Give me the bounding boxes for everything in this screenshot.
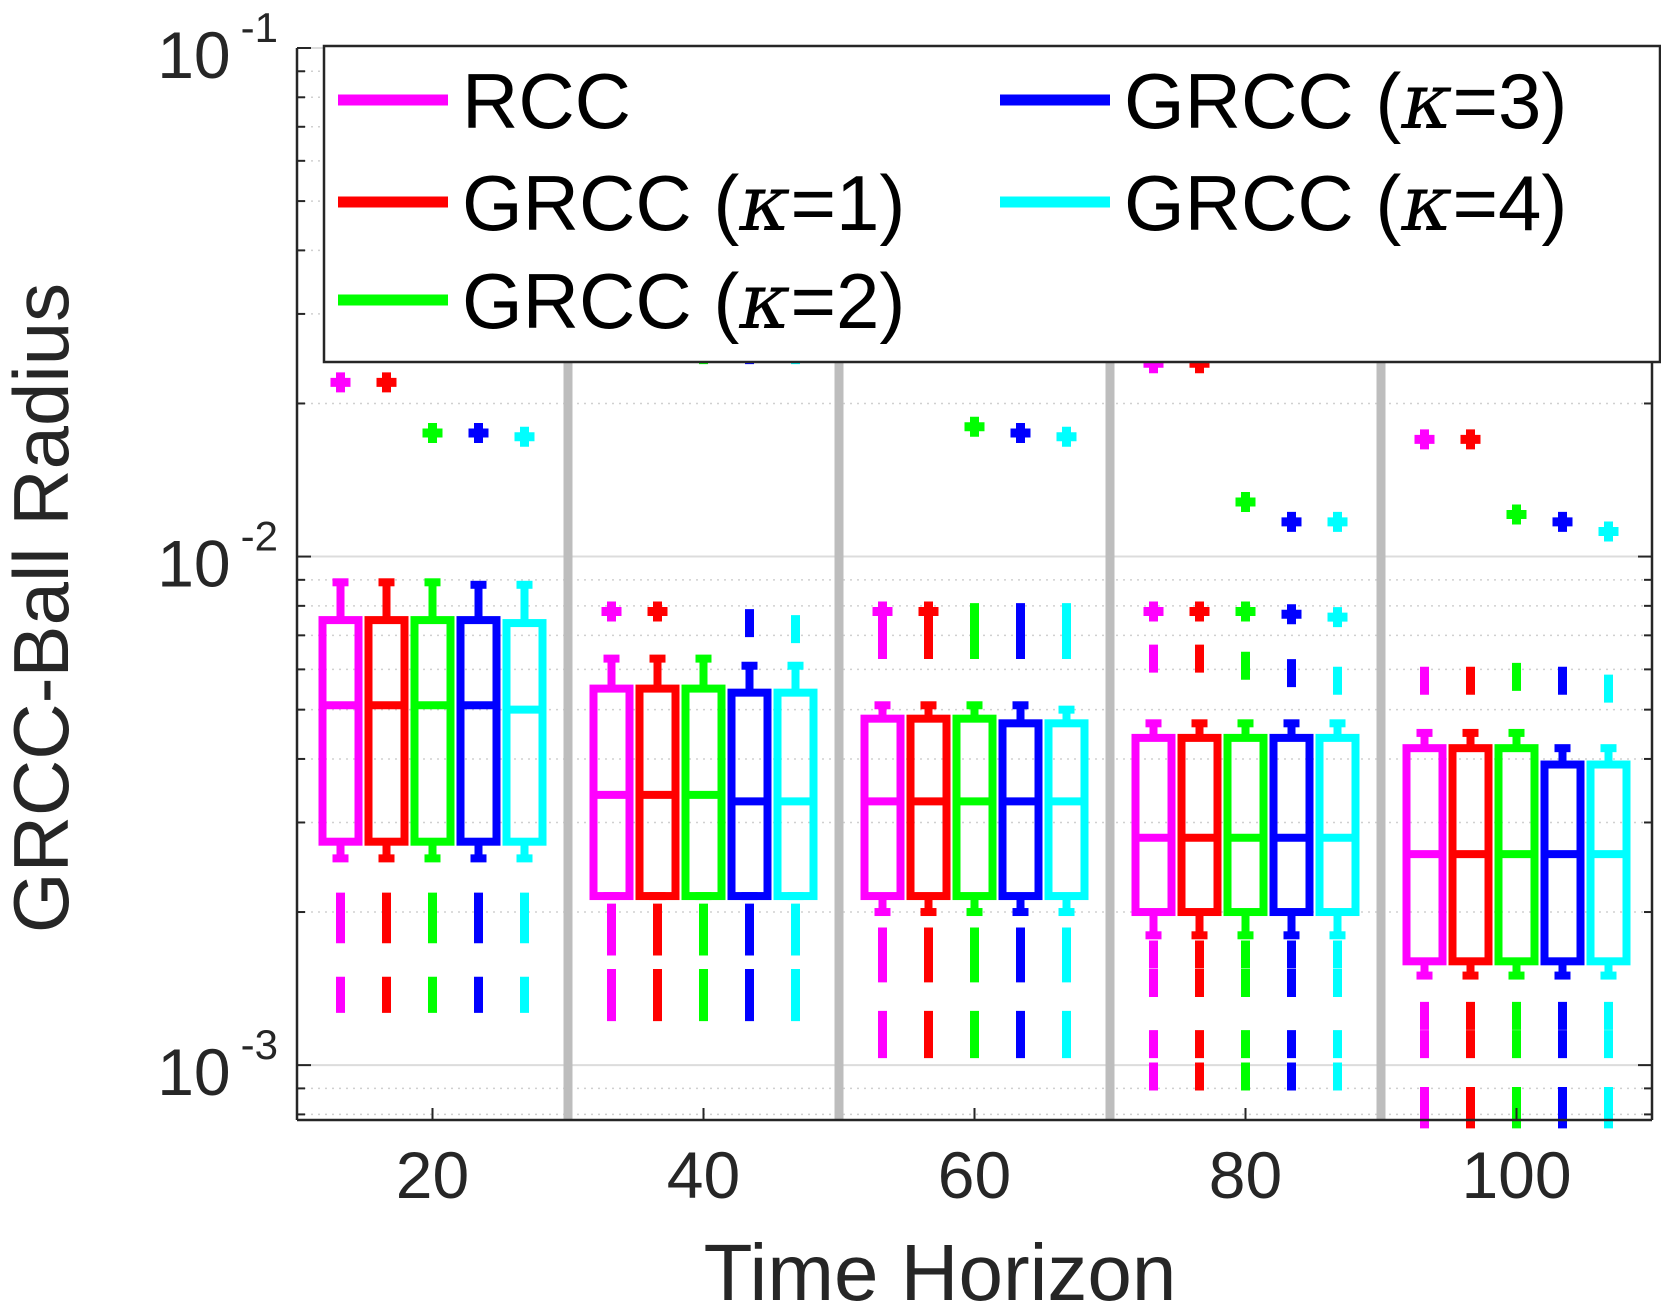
legend-item-2: GRCC (κ=2) — [338, 257, 905, 347]
box — [502, 619, 547, 846]
outlier-marker — [1460, 429, 1481, 450]
x-tick-labels: 20 40 60 80 100 — [396, 1138, 1572, 1212]
box — [410, 616, 455, 846]
outlier-marker — [422, 422, 443, 443]
box — [1223, 733, 1268, 917]
box — [998, 719, 1043, 901]
box — [773, 688, 818, 901]
outlier-marker — [376, 372, 397, 393]
x-tick-label: 100 — [1461, 1138, 1571, 1212]
box — [318, 616, 363, 846]
outlier-marker — [514, 426, 535, 447]
outlier-marker — [1506, 504, 1527, 525]
legend-label: GRCC (κ=4) — [1124, 159, 1567, 249]
y-axis-label: GRCC-Ball Radius — [0, 283, 85, 933]
x-axis-label: Time Horizon — [704, 1228, 1177, 1311]
y-tick-label: 10 -1 — [157, 4, 278, 92]
outlier-marker — [964, 416, 985, 437]
axes-frame — [295, 47, 1654, 1122]
outlier-marker — [1235, 601, 1256, 622]
box — [952, 714, 997, 901]
legend-item-3: GRCC (κ=3) — [1000, 57, 1567, 147]
box — [1540, 760, 1585, 966]
box — [456, 616, 501, 846]
outlier-marker — [1552, 511, 1573, 532]
legend-label: GRCC (κ=3) — [1124, 57, 1567, 147]
outlier-marker — [1327, 511, 1348, 532]
outlier-marker — [1281, 604, 1302, 625]
outlier-marker — [1281, 511, 1302, 532]
outlier-marker — [330, 372, 351, 393]
box — [727, 688, 772, 901]
box — [1177, 733, 1222, 917]
box — [1315, 733, 1360, 917]
outlier-marker — [1010, 422, 1031, 443]
series-0 — [318, 353, 1447, 1129]
outlier-marker — [1235, 492, 1256, 513]
outlier-marker — [1327, 607, 1348, 628]
x-tick-label: 20 — [396, 1138, 469, 1212]
legend-item-4: GRCC (κ=4) — [1000, 159, 1567, 249]
box — [1586, 760, 1631, 966]
box — [364, 616, 409, 846]
x-tick-label: 40 — [667, 1138, 740, 1212]
outlier-marker — [1598, 521, 1619, 542]
outlier-marker — [1143, 601, 1164, 622]
outlier-marker — [468, 422, 489, 443]
legend-item-0: RCC — [338, 57, 631, 145]
legend: RCC GRCC (κ=1)GRCC (κ=2) GRCC (κ=3) GRCC (κ… — [322, 44, 1661, 364]
x-tick-label: 80 — [1209, 1138, 1282, 1212]
series-3 — [456, 94, 1585, 1129]
y-tick-label: 10 -3 — [157, 1021, 278, 1109]
legend-label: RCC — [462, 57, 631, 145]
box — [1131, 733, 1176, 917]
series-1 — [364, 353, 1493, 1129]
outlier-marker — [647, 601, 668, 622]
outlier-marker — [1056, 426, 1077, 447]
legend-label: GRCC (κ=2) — [462, 257, 905, 347]
y-tick-labels: 10-1 10-2 10-3 — [157, 4, 278, 1109]
series-2 — [410, 94, 1539, 1129]
series-4 — [502, 94, 1631, 1129]
box — [1044, 719, 1089, 901]
outlier-marker — [1189, 601, 1210, 622]
box — [1269, 733, 1314, 917]
legend-box — [322, 44, 1661, 364]
x-tick-label: 60 — [938, 1138, 1011, 1212]
box-plot-series — [318, 94, 1631, 1129]
legend-item-1: GRCC (κ=1) — [338, 159, 905, 249]
outlier-marker — [601, 601, 622, 622]
box — [860, 714, 905, 901]
outlier-marker — [1414, 429, 1435, 450]
box — [906, 714, 951, 901]
legend-label: GRCC (κ=1) — [462, 159, 905, 249]
y-tick-label: 10 -2 — [157, 513, 278, 601]
